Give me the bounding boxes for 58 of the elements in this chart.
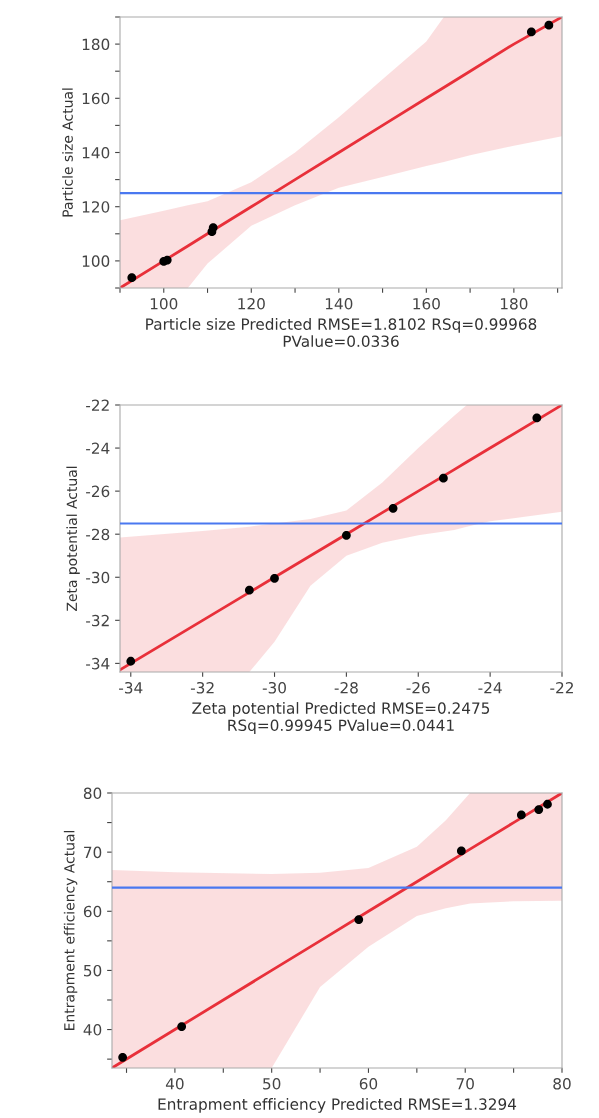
point <box>354 915 364 924</box>
y-tick-label: -34 <box>86 657 110 670</box>
x-tick-label: 60 <box>359 1077 378 1090</box>
y-tick-label: 140 <box>82 146 110 159</box>
point <box>439 473 448 483</box>
point <box>118 1052 128 1062</box>
point <box>126 656 136 666</box>
point <box>388 503 398 513</box>
point <box>244 585 254 595</box>
point <box>543 799 552 809</box>
x-axis-title: Entrapment efficiency Predicted RMSE=1.3294 <box>158 1098 517 1113</box>
point <box>532 413 542 423</box>
x-tick-label: 120 <box>238 297 265 310</box>
point <box>534 805 544 814</box>
x-tick-label: 160 <box>413 297 440 310</box>
point <box>270 573 279 583</box>
point <box>177 1022 187 1031</box>
y-tick-label: -22 <box>86 399 109 411</box>
x-tick-label: 140 <box>325 297 353 310</box>
y-tick-label: 80 <box>83 787 102 800</box>
y-axis-title: Entrapment efficiency Actual <box>63 831 78 1030</box>
x-tick-label: 50 <box>263 1077 281 1090</box>
y-tick-label: 160 <box>82 92 110 105</box>
point <box>516 810 526 820</box>
point <box>526 27 536 37</box>
y-tick-label: 70 <box>84 846 102 859</box>
x-tick-label: -32 <box>190 681 214 694</box>
y-tick-label: 180 <box>82 38 110 51</box>
x-axis-title: Particle size Predicted RMSE=1.8102 RSq=0.99968 PValue=0.0336 <box>146 318 537 347</box>
y-axis-title: Particle size Actual <box>62 88 73 217</box>
point <box>544 20 554 30</box>
y-axis-title: Zeta potential Actual <box>66 466 80 611</box>
y-tick-label: -30 <box>86 571 110 584</box>
point <box>208 223 218 232</box>
x-tick-label: -28 <box>334 681 358 694</box>
y-tick-label: -26 <box>86 485 110 498</box>
point <box>456 846 466 856</box>
y-tick-label: 120 <box>82 201 110 213</box>
x-tick-label: 100 <box>150 297 178 310</box>
x-tick-label: -24 <box>478 681 502 694</box>
x-tick-label: -34 <box>119 681 143 694</box>
x-axis-title: Zeta potential Predicted RMSE=0.2475 RSq=0.99945 PValue=0.0441 <box>192 702 490 734</box>
point <box>127 273 137 283</box>
y-tick-label: 60 <box>83 905 102 918</box>
point <box>342 530 351 540</box>
y-tick-label: -28 <box>86 528 110 541</box>
y-tick-label: 50 <box>84 964 102 977</box>
y-tick-label: -24 <box>86 442 110 454</box>
x-tick-label: -22 <box>550 681 573 694</box>
x-tick-label: 80 <box>553 1077 571 1090</box>
y-tick-label: -32 <box>86 614 109 627</box>
x-tick-label: -26 <box>406 681 430 694</box>
x-tick-label: 70 <box>456 1077 474 1090</box>
x-tick-label: -30 <box>262 681 286 694</box>
y-tick-label: 100 <box>82 255 110 267</box>
y-tick-label: 40 <box>83 1024 102 1036</box>
x-tick-label: 40 <box>165 1077 184 1090</box>
x-tick-label: 180 <box>500 297 528 310</box>
